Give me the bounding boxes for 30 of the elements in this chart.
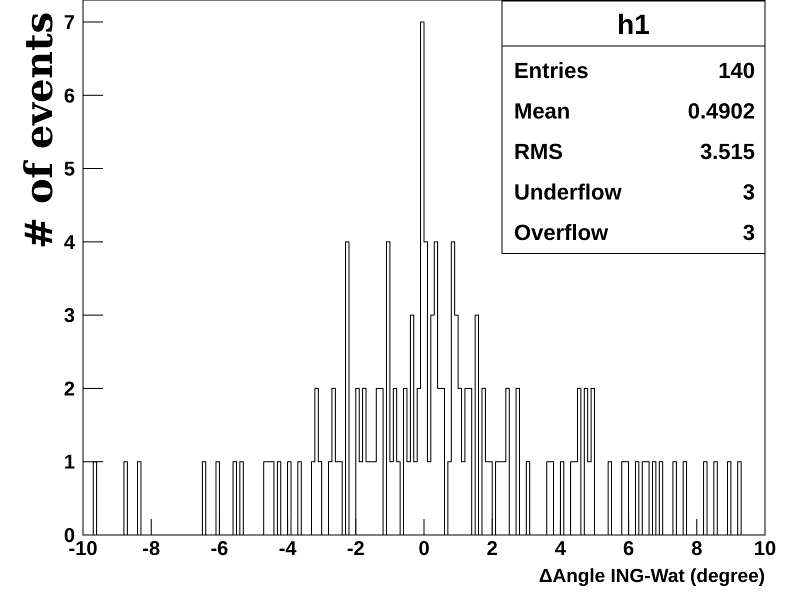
annotation: Underflow (514, 180, 622, 204)
x-tick-label: -8 (142, 538, 160, 560)
x-tick-label: 8 (691, 538, 702, 560)
x-tick-label: -2 (346, 538, 365, 560)
annotation: Entries (514, 58, 589, 83)
y-tick-label: 4 (64, 232, 76, 254)
x-tick-label: 0 (418, 538, 430, 560)
x-tick-label: 2 (486, 538, 498, 560)
y-tick-label: 1 (64, 452, 75, 474)
x-axis-title: ΔAngle ING-Wat (degree) (538, 566, 765, 587)
annotation: Mean (514, 98, 570, 124)
y-axis-title: # of events (16, 12, 61, 249)
annotation: RMS (514, 139, 563, 164)
x-tick-label: -6 (210, 538, 228, 560)
y-tick-label: 3 (64, 305, 75, 328)
annotation: h1 (617, 9, 650, 40)
annotation: 0.4902 (688, 98, 755, 124)
x-tick-label: -4 (278, 538, 298, 560)
y-tick-label: 6 (64, 85, 75, 108)
annotation: Overflow (514, 220, 610, 245)
y-tick-label: 5 (64, 158, 75, 181)
x-tick-label: 10 (754, 538, 776, 560)
annotation: 3 (742, 220, 755, 245)
y-tick-label: 7 (64, 12, 75, 34)
y-tick-label: 2 (64, 378, 75, 400)
annotation: 3.515 (700, 139, 755, 164)
annotation: 3 (742, 180, 755, 204)
annotation: 140 (718, 58, 755, 83)
x-tick-label: 4 (554, 538, 567, 560)
x-tick-label: 6 (623, 538, 634, 560)
